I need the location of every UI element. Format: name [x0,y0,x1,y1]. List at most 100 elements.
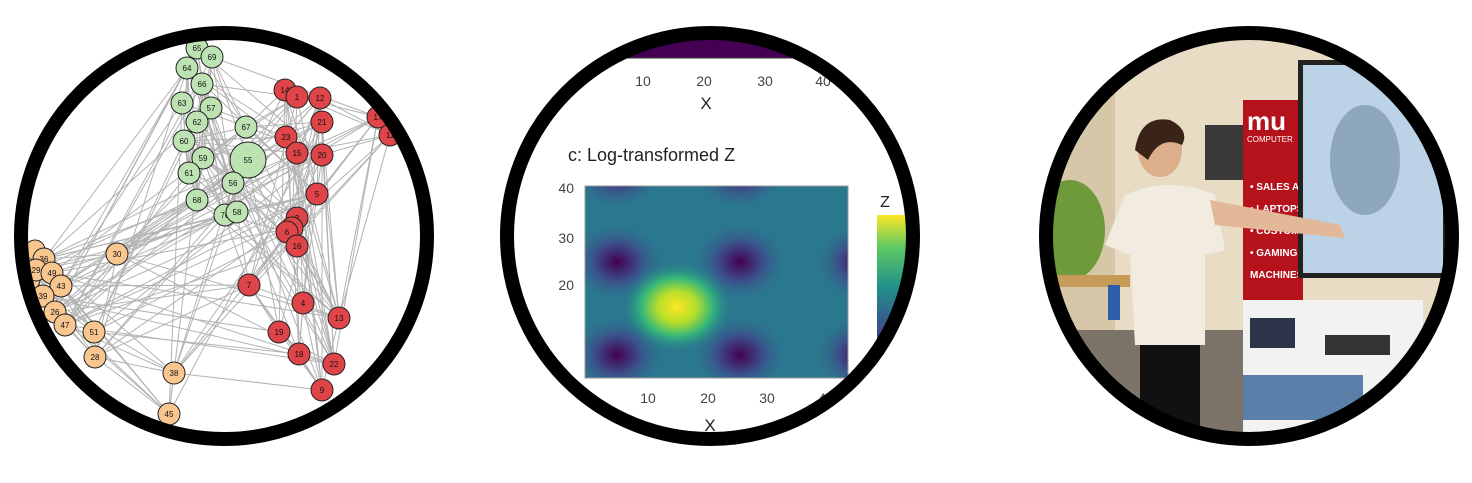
plot-frame [584,185,849,379]
edge [94,67,188,358]
edge [278,193,318,333]
x-axis-label: X [704,416,715,435]
node-label: 58 [233,208,242,217]
x-tick-label: 30 [759,390,775,406]
node-label: 21 [318,118,327,127]
edge [236,211,250,286]
node-label: 55 [244,156,253,165]
node-label: 45 [165,410,174,419]
node-label: 20 [318,151,327,160]
edge [94,214,226,358]
node-label: 16 [293,242,302,251]
edge [54,193,318,313]
node [305,182,329,206]
node [191,146,215,170]
node-label: 15 [293,149,302,158]
node-label: 13 [335,314,344,323]
edge [60,102,183,287]
node-label: 65 [193,44,202,53]
edge [51,272,340,319]
node-label: 59 [199,154,208,163]
edge [247,159,335,365]
node-label: 26 [51,308,60,317]
node [310,143,334,167]
node-label: 36 [40,255,49,264]
node-label: 1 [295,93,300,102]
node [105,242,129,266]
node-label: 43 [57,282,66,291]
heatmap [585,186,848,378]
dark-spot [814,315,848,378]
node-label: 18 [295,350,304,359]
edge [64,253,118,326]
node [285,234,309,258]
edge [202,121,323,159]
laptop [1250,318,1295,348]
node-label: 29 [32,266,41,275]
bright-spot [622,262,732,352]
node [221,171,245,195]
x-tick-label: 30 [757,73,773,89]
edge [42,121,323,297]
hair [1135,119,1185,160]
frame-ring [1039,26,1459,446]
heatmap-title: c: Log-transformed Z [568,145,735,165]
banner-bullet: MACHINES [1250,270,1304,281]
node-label: 6 [285,228,290,237]
node [185,110,209,134]
edge [51,227,293,274]
edge [116,116,379,255]
node [322,352,346,376]
edge [210,107,238,213]
node-label: 61 [185,169,194,178]
node [83,345,107,369]
node-label: 14 [281,86,290,95]
table [1050,275,1130,287]
dark-spot [585,186,665,210]
node [190,72,214,96]
node [237,273,261,297]
node-label: 68 [193,196,202,205]
legs [1140,340,1200,439]
edge [94,356,170,415]
edge [248,97,321,286]
banner-bullet: • CUSTOM B [1250,226,1309,237]
torso [1105,185,1225,345]
node-label: 63 [178,99,187,108]
node-label: 66 [198,80,207,89]
edge [284,89,318,195]
edge [248,134,391,286]
node-label: 39 [39,292,48,301]
node-label: 60 [180,137,189,146]
edge [42,211,238,297]
node-label: 11 [386,131,395,140]
edge [173,227,293,374]
edge [60,285,170,415]
edge [43,154,323,260]
reflection [1330,105,1400,215]
edge [51,272,335,365]
node-label: 4 [301,299,306,308]
node-label: 22 [330,360,339,369]
monitor [1205,125,1245,180]
edge [35,193,318,271]
node [175,56,199,80]
edge [64,217,298,326]
node [53,313,77,337]
node-label: 12 [316,94,325,103]
edge [319,97,391,136]
dark-spot [814,222,848,302]
edge [173,154,323,374]
node [291,291,315,315]
node-label: 70 [221,211,230,220]
edge [173,134,391,374]
edge [35,67,188,271]
edge [43,253,118,260]
x-tick-label: 20 [696,73,712,89]
edge [296,152,340,319]
banner-bullet: • GAMING & [1250,248,1307,259]
dark-spot [692,186,788,210]
node [225,200,249,224]
edge [94,356,175,374]
